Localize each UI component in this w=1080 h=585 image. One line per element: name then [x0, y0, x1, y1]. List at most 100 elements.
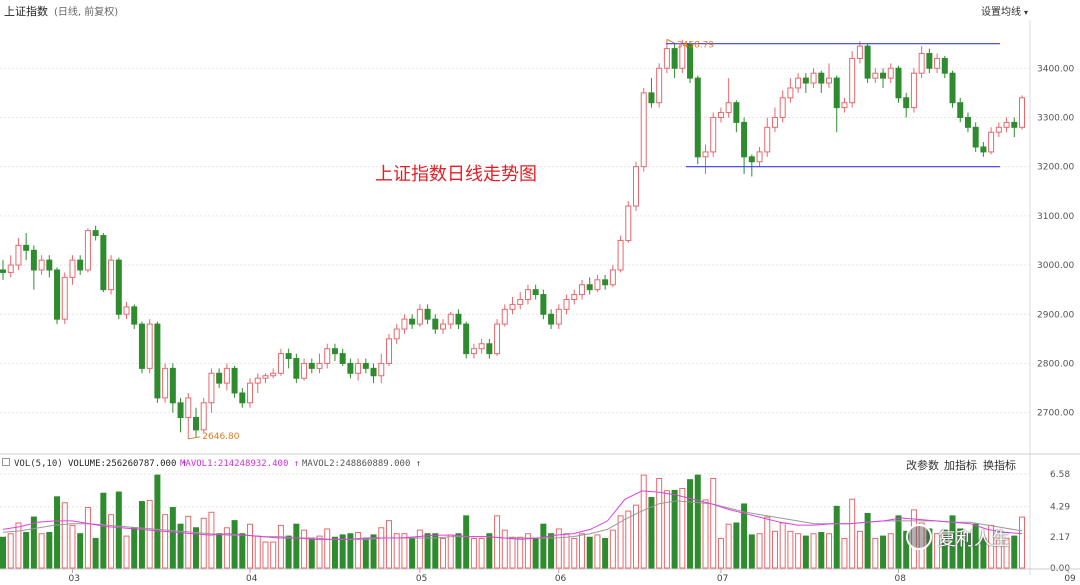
- price-tick-label: 2700.00: [1037, 409, 1074, 419]
- volume-bar-down: [486, 533, 493, 569]
- candle-down: [409, 318, 416, 325]
- candle-up: [416, 308, 423, 325]
- candle-down: [231, 367, 238, 394]
- candle-down: [424, 308, 431, 320]
- volume-bar-down: [331, 536, 338, 569]
- switch-indicator-button[interactable]: 换指标: [983, 459, 1016, 472]
- volume-bar-up: [494, 515, 501, 569]
- candle-up: [856, 45, 863, 59]
- volume-bar-up: [810, 533, 817, 569]
- candle-down: [216, 372, 223, 384]
- volume-bar-down: [532, 537, 539, 569]
- volume-bar-up: [578, 533, 585, 569]
- candle-down: [532, 289, 539, 296]
- candle-up: [324, 348, 331, 364]
- volume-bar-down: [23, 532, 30, 569]
- high-label: 3458.79: [677, 40, 714, 50]
- volume-bar-up: [146, 499, 153, 569]
- volume-bar-down: [115, 491, 122, 569]
- candle-up: [123, 306, 130, 315]
- volume-bar-up: [1019, 516, 1025, 569]
- volume-toggle-checkbox[interactable]: [2, 458, 10, 466]
- candle-up: [609, 269, 616, 286]
- candle-down: [733, 102, 740, 123]
- candle-up: [69, 259, 76, 278]
- volume-bar-up: [679, 487, 686, 569]
- volume-bar-up: [856, 530, 863, 569]
- low-label: 2646.80: [202, 432, 239, 442]
- volume-bar-up: [663, 490, 670, 569]
- candle-up: [440, 323, 447, 330]
- volume-bar-up: [571, 537, 578, 569]
- volume-bar-up: [316, 535, 323, 569]
- candle-up: [355, 362, 362, 374]
- volume-bar-up: [38, 533, 45, 569]
- volume-tick-label: 2.17: [1050, 533, 1070, 543]
- volume-bar-down: [694, 474, 701, 569]
- volume-bar-down: [131, 527, 138, 569]
- candle-down: [138, 323, 145, 369]
- candle-up: [301, 362, 308, 379]
- volume-bar-up: [509, 536, 516, 569]
- volume-bar-up: [440, 537, 447, 569]
- volume-bar-down: [231, 520, 238, 569]
- candle-down: [432, 318, 439, 330]
- candle-up: [524, 289, 531, 300]
- volume-bar-up: [826, 533, 833, 569]
- volume-bar-down: [586, 536, 593, 569]
- price-channel: [666, 43, 1000, 168]
- candle-down: [46, 259, 53, 271]
- volume-bar-down: [100, 492, 107, 569]
- volume-bar-up: [795, 533, 802, 569]
- candle-down: [972, 126, 979, 148]
- volume-bar-up: [710, 477, 717, 569]
- candle-down: [115, 259, 122, 315]
- volume-bar-up: [15, 522, 22, 569]
- candle-up: [15, 244, 22, 266]
- volume-bar-up: [771, 530, 778, 569]
- candle-up: [795, 77, 802, 89]
- volume-bar-down: [339, 534, 346, 569]
- candle-up: [1003, 121, 1010, 128]
- volume-bar-up: [162, 514, 169, 569]
- candle-up: [208, 372, 215, 404]
- candle-up: [470, 348, 477, 355]
- volume-bar-down: [671, 489, 678, 569]
- candle-down: [285, 353, 292, 360]
- candle-down: [23, 244, 30, 251]
- volume-bar-up: [262, 541, 269, 569]
- candle-up: [247, 382, 254, 404]
- candle-up: [633, 166, 640, 207]
- candle-down: [833, 77, 840, 109]
- volume-bar-down: [957, 528, 964, 569]
- volume-bar-down: [980, 537, 987, 569]
- price-tick-label: 3400.00: [1037, 64, 1074, 74]
- candle-up: [200, 402, 207, 431]
- volume-bar-up: [84, 507, 91, 569]
- chevron-down-icon: ▾: [1023, 8, 1028, 17]
- candle-up: [771, 116, 778, 128]
- volume-bar-down: [177, 523, 184, 569]
- volume-bar-up: [385, 520, 392, 569]
- candle-down: [362, 362, 369, 369]
- candle-down: [100, 235, 107, 291]
- volume-bar-down: [308, 537, 315, 569]
- candle-up: [756, 151, 763, 163]
- candle-up: [277, 353, 284, 374]
- volume-bar-up: [887, 533, 894, 569]
- mavol1-value: MAVOL1:214248932.400 ↑: [180, 459, 299, 469]
- change-params-button[interactable]: 改参数: [906, 459, 939, 472]
- volume-bar-down: [370, 534, 377, 569]
- ma-setting-label: 设置均线: [980, 7, 1021, 18]
- low-marker-line: [188, 436, 201, 440]
- candle-down: [131, 306, 138, 325]
- ma-setting-dropdown[interactable]: 设置均线 ▾: [981, 3, 1028, 18]
- volume-bar-down: [154, 474, 161, 569]
- volume-bar-up: [625, 510, 632, 569]
- candle-up: [162, 367, 169, 399]
- volume-bar-up: [1003, 537, 1010, 569]
- add-indicator-button[interactable]: 加指标: [944, 459, 977, 472]
- candle-down: [77, 259, 84, 271]
- volume-bar-up: [223, 527, 230, 569]
